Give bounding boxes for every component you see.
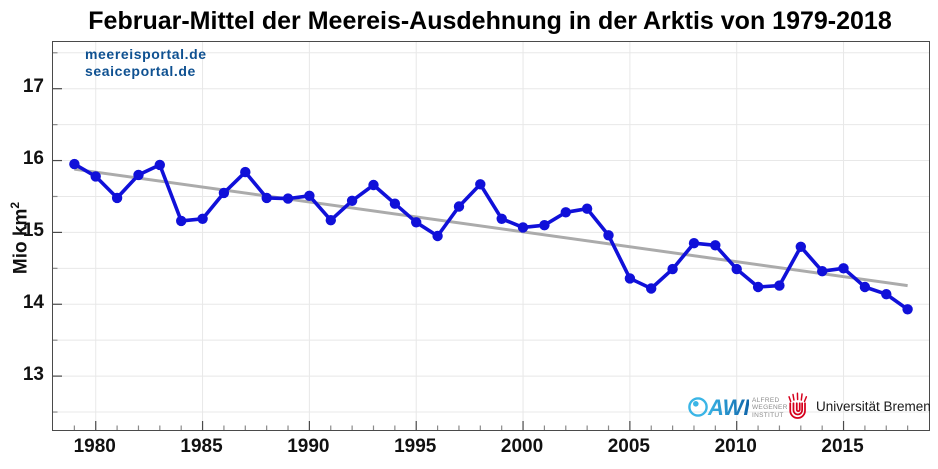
y-tick-label: 17	[22, 76, 44, 98]
watermark-line-1: meereisportal.de	[85, 46, 207, 62]
chart-canvas	[53, 42, 929, 430]
chart-title: Februar-Mittel der Meereis-Ausdehnung in…	[88, 7, 892, 35]
x-tick-label: 2000	[500, 436, 544, 457]
y-tick-label: 15	[22, 219, 44, 241]
awi-logo-icon: AWI	[688, 395, 749, 420]
y-tick-label: 16	[22, 148, 44, 170]
awi-logo-block: AWI ALFRED WEGENER INSTITUT	[687, 389, 788, 427]
svg-text:AWI: AWI	[707, 395, 749, 420]
plot-area: meereisportal.de seaiceportal.de	[52, 41, 930, 431]
x-tick-label: 2010	[714, 436, 757, 457]
uni-bremen-label: Universität Bremen	[816, 398, 931, 414]
awi-text-line-2: WEGENER	[752, 404, 788, 412]
awi-text-line-3: INSTITUT	[752, 411, 784, 419]
x-tick-label: 1990	[287, 436, 330, 457]
x-tick-label: 2015	[821, 436, 864, 457]
x-tick-label: 2005	[607, 436, 651, 457]
x-tick-label: 1995	[394, 436, 437, 457]
x-tick-label: 1985	[180, 436, 223, 457]
uni-bremen-logo-block: Universität Bremen	[787, 392, 931, 420]
x-tick-label: 1980	[73, 436, 116, 457]
watermark-line-2: seaiceportal.de	[85, 62, 196, 79]
y-tick-label: 13	[22, 363, 44, 385]
awi-institute-text: ALFRED WEGENER INSTITUT	[752, 397, 788, 420]
awi-text-line-1: ALFRED	[752, 396, 780, 404]
watermark: meereisportal.de seaiceportal.de	[85, 46, 207, 79]
y-tick-label: 14	[22, 291, 44, 313]
y-axis-label-superscript: 2	[8, 201, 22, 209]
uni-bremen-logo-icon	[788, 392, 808, 419]
